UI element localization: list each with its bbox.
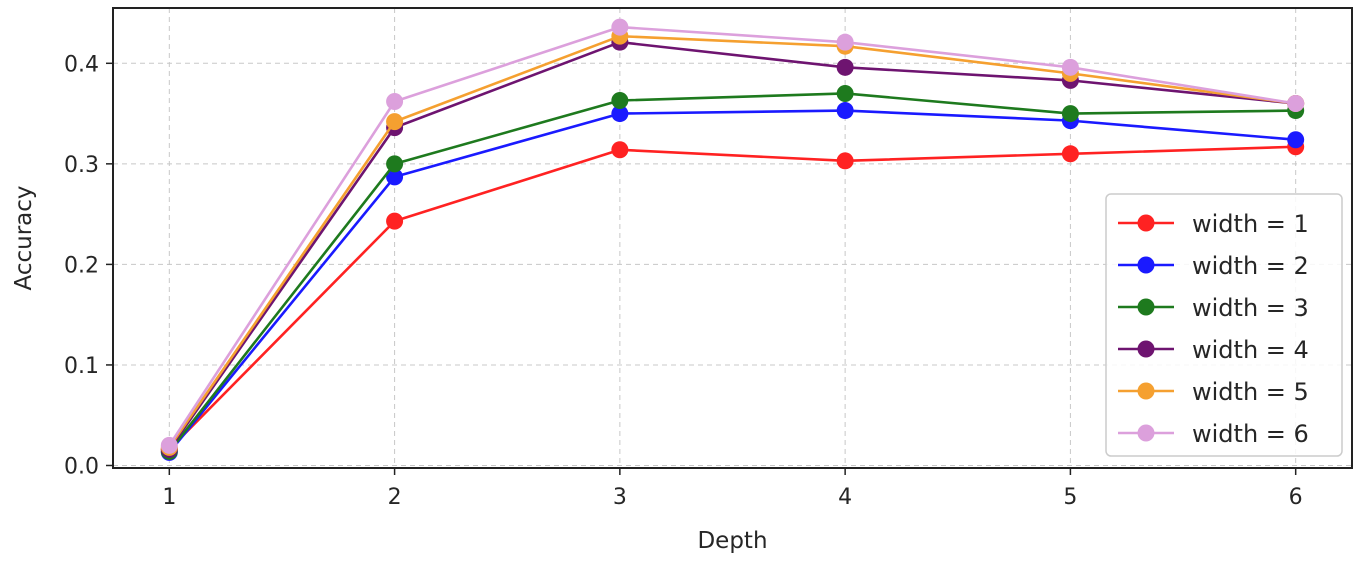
y-tick-label: 0.3 <box>64 153 99 178</box>
data-point <box>386 212 404 230</box>
data-point <box>611 92 629 110</box>
legend: width = 1 width = 2 width = 3 width = 4 widt… <box>1105 193 1343 457</box>
x-tick-label: 5 <box>1063 485 1077 510</box>
legend-marker <box>1137 340 1155 358</box>
data-point <box>1061 58 1079 76</box>
legend-marker <box>1137 298 1155 316</box>
legend-marker <box>1137 424 1155 442</box>
legend-item: width = 6 <box>1118 420 1309 448</box>
series-group <box>160 18 1305 461</box>
y-tick-label: 0.4 <box>64 52 99 77</box>
legend-label: width = 5 <box>1192 378 1309 406</box>
data-point <box>611 18 629 36</box>
legend-item: width = 1 <box>1118 210 1309 238</box>
legend-item: width = 3 <box>1118 294 1309 322</box>
legend-label: width = 1 <box>1192 210 1309 238</box>
series-6 <box>160 18 1305 454</box>
data-point <box>836 152 854 170</box>
data-point <box>611 105 629 123</box>
series-line <box>168 40 1296 451</box>
series-line <box>168 34 1296 449</box>
series-line <box>168 25 1296 447</box>
y-tick-label: 0.0 <box>64 454 99 479</box>
x-tick-label: 2 <box>388 485 402 510</box>
data-point <box>386 168 404 186</box>
data-point <box>836 33 854 51</box>
data-point <box>386 93 404 111</box>
legend-marker <box>1137 256 1155 274</box>
y-axis: 0.0 0.1 0.2 0.3 0.4 <box>64 52 113 479</box>
data-point <box>1287 131 1305 149</box>
data-point <box>611 141 629 159</box>
data-point <box>386 113 404 131</box>
data-point <box>1287 95 1305 113</box>
plot-frame <box>112 7 1353 469</box>
legend-label: width = 3 <box>1192 294 1309 322</box>
y-axis-title: Accuracy <box>11 185 37 290</box>
legend-label: width = 6 <box>1192 420 1309 448</box>
data-point <box>386 155 404 173</box>
data-point <box>1061 105 1079 123</box>
legend-label: width = 4 <box>1192 336 1309 364</box>
series-line <box>168 109 1296 454</box>
series-line <box>168 145 1296 451</box>
series-line <box>168 92 1296 453</box>
legend-marker <box>1137 382 1155 400</box>
x-axis-title: Depth <box>697 528 767 554</box>
series-2 <box>160 102 1305 461</box>
legend-item: width = 2 <box>1118 252 1309 280</box>
data-point <box>836 84 854 102</box>
legend-item: width = 5 <box>1118 378 1309 406</box>
data-point <box>836 102 854 120</box>
legend-label: width = 2 <box>1192 252 1309 280</box>
y-tick-label: 0.1 <box>64 354 99 379</box>
data-point <box>836 58 854 76</box>
legend-marker <box>1137 214 1155 232</box>
x-tick-label: 1 <box>162 485 176 510</box>
x-axis: 1 2 3 4 5 6 <box>162 468 1303 510</box>
x-tick-label: 6 <box>1289 485 1303 510</box>
data-point <box>1061 145 1079 163</box>
data-point <box>160 436 178 454</box>
legend-item: width = 4 <box>1118 336 1309 364</box>
x-tick-label: 3 <box>613 485 627 510</box>
y-tick-label: 0.2 <box>64 253 99 278</box>
x-tick-label: 4 <box>838 485 852 510</box>
